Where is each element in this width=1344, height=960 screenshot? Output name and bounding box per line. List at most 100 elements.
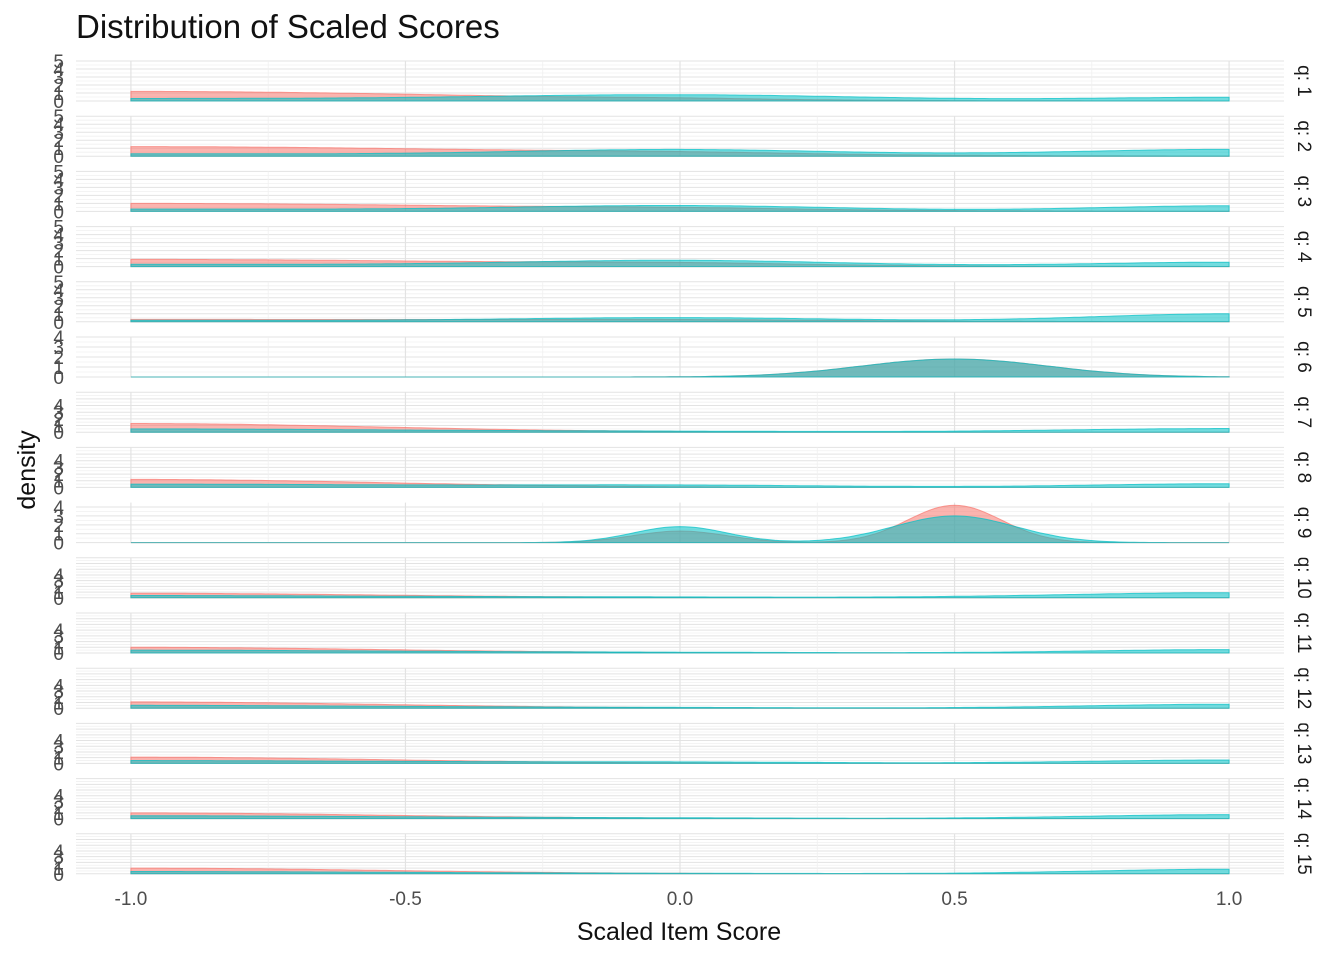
x-tick-label: 1.0 — [1216, 889, 1242, 910]
x-tick-label: -1.0 — [115, 889, 148, 910]
y-tick-label: 0 — [53, 147, 64, 168]
y-tick-label: 1 — [53, 250, 64, 271]
y-tick-label: 3 — [53, 507, 64, 528]
x-axis: -1.0 -0.5 0.0 0.5 1.0 — [115, 889, 1243, 910]
y-tick-label: 0 — [53, 699, 64, 720]
x-tick-label: 0.5 — [941, 889, 967, 910]
y-tick-label: 2 — [53, 688, 64, 709]
y-tick-label: 3 — [53, 682, 64, 703]
facet-strip-label: q: 9 — [1293, 507, 1314, 539]
y-tick-label: 1 — [53, 583, 64, 604]
facet-strip-label: q: 14 — [1293, 777, 1314, 820]
y-tick-label: 4 — [53, 170, 64, 191]
y-tick-label: 0 — [53, 478, 64, 499]
facet-strip-label: q: 8 — [1293, 452, 1314, 484]
facet-strip-label: q: 6 — [1293, 341, 1314, 373]
y-tick-label: 3 — [53, 289, 64, 310]
strip-label-wrap: q: 4 — [1293, 231, 1314, 263]
y-tick-label: 1 — [53, 84, 64, 105]
density-area-group-b — [130, 515, 1230, 544]
y-tick-label: 0 — [53, 810, 64, 831]
density-area-group-b — [130, 649, 1230, 654]
y-tick-label: 4 — [53, 281, 64, 302]
y-tick-label: 5 — [53, 107, 64, 128]
y-tick-label: 0 — [53, 202, 64, 223]
y-tick-label: 2 — [53, 131, 64, 152]
y-tick-label: 4 — [53, 397, 64, 418]
y-tick-label: 0 — [53, 423, 64, 444]
density-area-group-b — [130, 868, 1230, 875]
density-area-group-b — [130, 759, 1230, 764]
density-area-group-b — [130, 358, 1230, 378]
y-tick-label: 2 — [53, 853, 64, 874]
chart-title: Distribution of Scaled Scores — [76, 8, 500, 45]
y-tick-label: 2 — [53, 297, 64, 318]
y-tick-label: 3 — [53, 572, 64, 593]
y-tick-label: 4 — [53, 60, 64, 81]
y-tick-label: 3 — [53, 792, 64, 813]
strip-label-wrap: q: 9 — [1293, 507, 1314, 539]
y-tick-label: 3 — [53, 403, 64, 424]
x-axis-title: Scaled Item Score — [577, 918, 781, 946]
facet-strip-label: q: 1 — [1293, 65, 1314, 97]
y-tick-label: 4 — [53, 621, 64, 642]
y-tick-label: 3 — [53, 123, 64, 144]
y-tick-label: 3 — [53, 627, 64, 648]
y-tick-label: 4 — [53, 498, 64, 519]
strip-label-wrap: q: 11 — [1293, 613, 1314, 653]
strip-label-wrap: q: 8 — [1293, 452, 1314, 484]
y-tick-label: 0 — [53, 644, 64, 665]
y-tick-label: 2 — [53, 186, 64, 207]
y-tick-label: 1 — [53, 358, 64, 379]
y-tick-label: 4 — [53, 115, 64, 136]
facet-strip-label: q: 13 — [1293, 722, 1314, 764]
facet-strip-label: q: 12 — [1293, 667, 1314, 709]
y-tick-label: 2 — [53, 577, 64, 598]
y-tick-label: 2 — [53, 242, 64, 263]
strip-label-wrap: q: 3 — [1293, 176, 1314, 208]
y-tick-label: 0 — [53, 589, 64, 610]
facet-strip-label: q: 5 — [1293, 286, 1314, 318]
y-tick-label: 3 — [53, 737, 64, 758]
strip-label-wrap: q: 12 — [1293, 667, 1314, 709]
y-tick-label: 5 — [53, 52, 64, 73]
density-area-group-b — [130, 148, 1230, 157]
y-tick-label: 1 — [53, 859, 64, 880]
y-tick-label: 3 — [53, 458, 64, 479]
strip-label-wrap: q: 7 — [1293, 396, 1314, 428]
facet-strip-label: q: 4 — [1293, 231, 1314, 263]
x-tick-label: 0.0 — [667, 889, 693, 910]
density-area-group-b — [130, 94, 1230, 102]
density-area-group-b — [130, 814, 1230, 820]
density-area-group-b — [130, 205, 1230, 212]
density-area-group-b — [130, 313, 1230, 323]
y-tick-label: 2 — [53, 743, 64, 764]
y-tick-label: 5 — [53, 273, 64, 294]
y-tick-label: 2 — [53, 465, 64, 486]
y-tick-label: 3 — [53, 338, 64, 359]
density-area-group-b — [130, 703, 1230, 709]
density-area-group-b — [130, 428, 1230, 433]
y-tick-label: 3 — [53, 68, 64, 89]
y-tick-label: 2 — [53, 798, 64, 819]
density-area-group-b — [130, 259, 1230, 268]
y-tick-label: 4 — [53, 328, 64, 349]
y-tick-label: 3 — [53, 848, 64, 869]
y-tick-label: 1 — [53, 417, 64, 438]
y-tick-label: 4 — [53, 676, 64, 697]
y-tick-label: 2 — [53, 410, 64, 431]
